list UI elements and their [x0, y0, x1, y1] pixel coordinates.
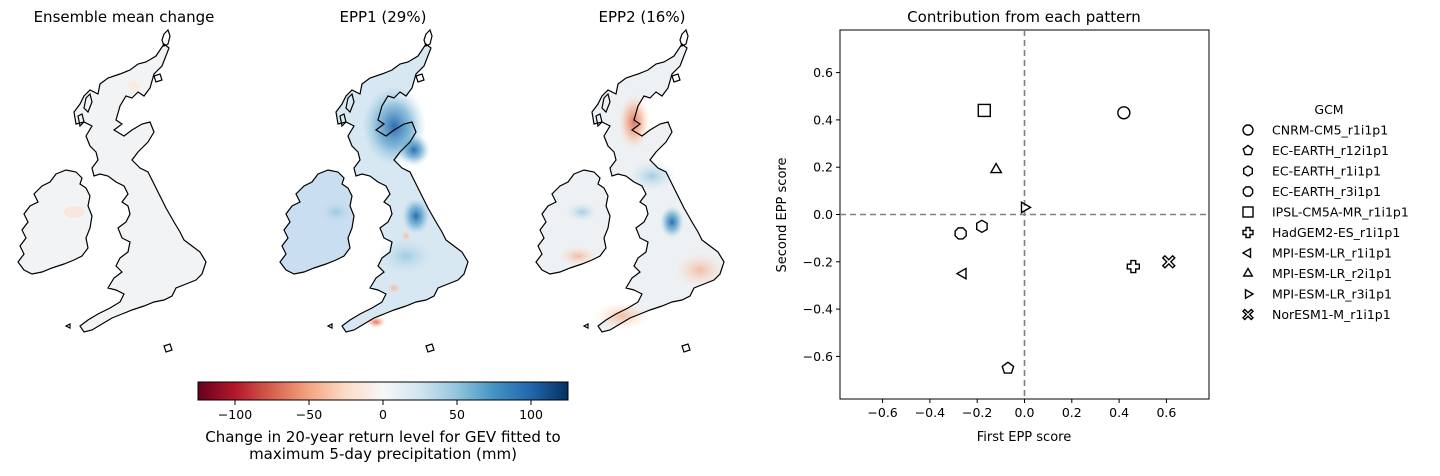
scatter-points: [954, 103, 1176, 374]
data-point: [977, 103, 991, 118]
colorbar-tick-label: 50: [449, 407, 465, 422]
legend-marker: [1242, 267, 1254, 277]
data-point: [1001, 361, 1015, 374]
colorbar-ticks: −100 −50 0 50 100: [218, 400, 543, 422]
map-panel-ensemble-mean: Ensemble mean change: [17, 8, 215, 353]
x-axis-label: First EPP score: [977, 430, 1071, 445]
legend-entry-label: EC-EARTH_r12i1p1: [1272, 143, 1389, 158]
legend-entry-label: CNRM-CM5_r1i1p1: [1272, 123, 1388, 138]
legend-entry-label: IPSL-CM5A-MR_r1i1p1: [1272, 205, 1409, 220]
y-tick-label: 0.2: [813, 160, 833, 175]
x-tick-label: 0.0: [1015, 405, 1035, 420]
legend-entry-label: NorESM1-M_r1i1p1: [1272, 307, 1391, 322]
y-tick-label: 0.4: [813, 112, 833, 127]
scatter-chart: Contribution from each pattern −0.6 −0.4−…: [775, 8, 1210, 445]
x-tick-label: 0.6: [1156, 405, 1176, 420]
data-point: [989, 162, 1003, 174]
legend-entry-label: HadGEM2-ES_r1i1p1: [1272, 225, 1400, 240]
legend-marker: [1242, 124, 1254, 136]
legend: GCM CNRM-CM5_r1i1p1 EC-EARTH_r12i1p1 EC-EA…: [1241, 102, 1409, 322]
y-axis-ticks: 0.6 0.4 0.2 0.0 −0.2 −0.4 −0.6: [803, 65, 840, 364]
legend-marker: [1244, 288, 1255, 300]
y-tick-label: 0.0: [813, 207, 833, 222]
colorbar-tick-label: −100: [218, 407, 252, 422]
colorbar-label-line2: maximum 5-day precipitation (mm): [249, 445, 517, 463]
colorbar-tick-label: −50: [296, 407, 322, 422]
map-title-ensemble-mean: Ensemble mean change: [34, 8, 215, 26]
legend-entry-label: MPI-ESM-LR_r3i1p1: [1272, 287, 1392, 302]
legend-marker: [1242, 165, 1254, 177]
legend-entry-label: MPI-ESM-LR_r1i1p1: [1272, 246, 1392, 261]
map-panel-epp1: EPP1 (29%): [279, 8, 469, 353]
colorbar-label-line1: Change in 20-year return level for GEV f…: [205, 428, 561, 446]
x-axis-ticks: −0.6 −0.4 −0.2 0.0 0.2 0.4 0.6: [867, 399, 1176, 420]
map-title-epp1: EPP1 (29%): [340, 8, 427, 26]
x-tick-label: −0.6: [867, 405, 897, 420]
legend-marker: [1242, 308, 1254, 321]
y-tick-label: −0.2: [803, 254, 833, 269]
legend-marker: [1242, 226, 1254, 239]
colorbar-tick-label: 100: [519, 407, 543, 422]
data-point: [1020, 200, 1032, 214]
y-tick-label: 0.6: [813, 65, 833, 80]
colorbar-gradient: [197, 381, 569, 401]
x-tick-label: −0.2: [962, 405, 992, 420]
x-tick-label: 0.4: [1109, 405, 1129, 420]
legend-marker: [1242, 206, 1254, 218]
x-tick-label: −0.4: [915, 405, 945, 420]
uk-map-ensemble: [17, 29, 207, 353]
uk-map-epp2: [535, 29, 726, 353]
legend-marker: [1241, 247, 1252, 259]
data-point: [1126, 259, 1141, 274]
map-panel-epp2: EPP2 (16%): [535, 8, 726, 353]
uk-map-epp1: [279, 29, 469, 353]
y-axis-label: Second EPP score: [775, 158, 790, 273]
data-point: [1161, 254, 1176, 269]
y-tick-label: −0.4: [803, 302, 833, 317]
y-tick-label: −0.6: [803, 349, 833, 364]
legend-marker: [1242, 144, 1254, 156]
legend-entry-label: EC-EARTH_r3i1p1: [1272, 184, 1381, 199]
colorbar-tick-label: 0: [379, 407, 387, 422]
legend-items: CNRM-CM5_r1i1p1 EC-EARTH_r12i1p1 EC-EARTH_…: [1241, 123, 1409, 322]
data-point: [955, 267, 967, 281]
data-point: [954, 227, 967, 240]
map-title-epp2: EPP2 (16%): [599, 8, 686, 26]
x-tick-label: 0.2: [1062, 405, 1082, 420]
scatter-title: Contribution from each pattern: [907, 8, 1141, 26]
legend-entry-label: EC-EARTH_r1i1p1: [1272, 164, 1381, 179]
data-point: [976, 219, 988, 234]
legend-entry-label: MPI-ESM-LR_r2i1p1: [1272, 266, 1392, 281]
legend-marker: [1242, 186, 1254, 197]
colorbar: −100 −50 0 50 100 Change in 20-year return l…: [197, 381, 569, 463]
legend-title: GCM: [1314, 102, 1343, 117]
reference-lines: [840, 30, 1209, 399]
data-point: [1117, 106, 1131, 120]
